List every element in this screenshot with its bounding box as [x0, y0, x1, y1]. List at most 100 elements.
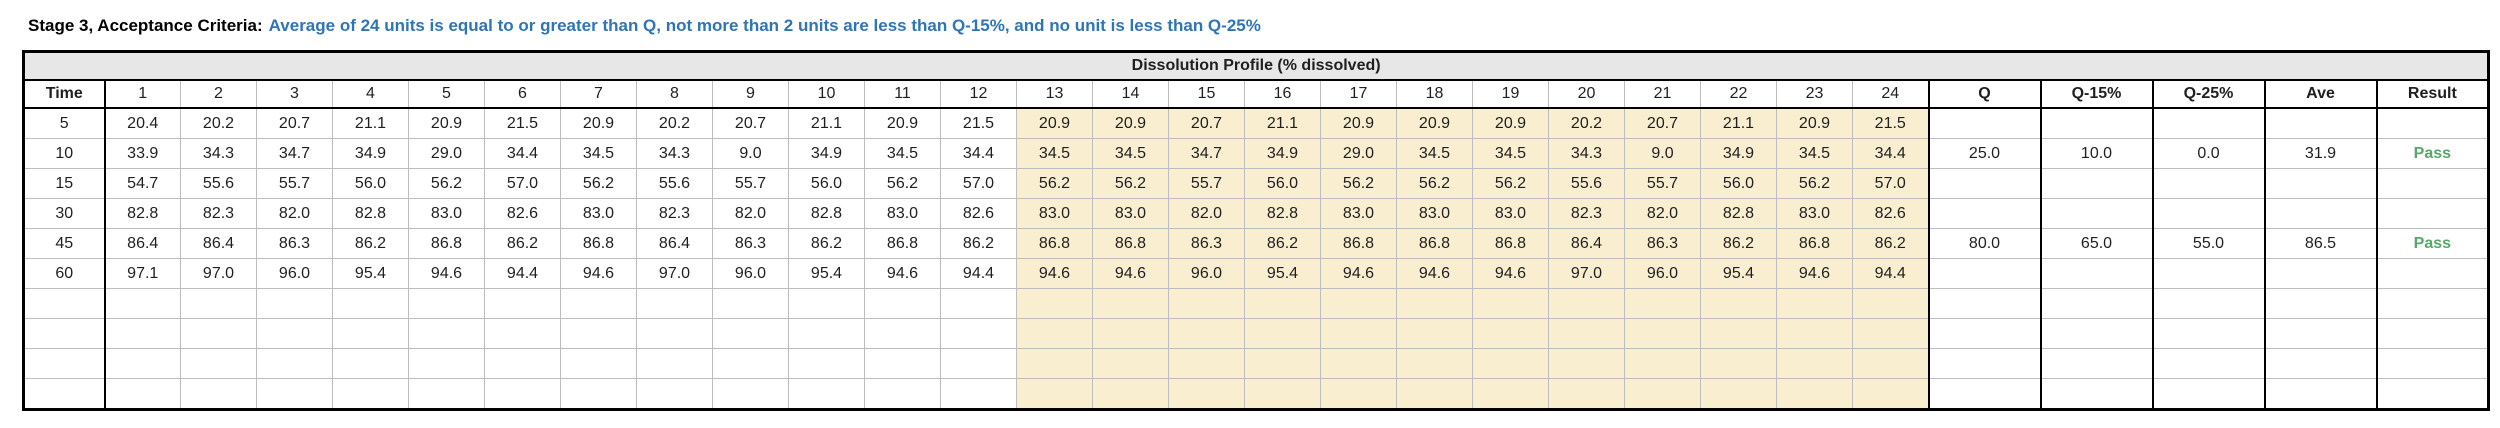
- unit-value-cell[interactable]: 86.2: [484, 228, 561, 259]
- unit-value-cell[interactable]: 20.9: [1776, 107, 1853, 139]
- unit-column-header-5[interactable]: 5: [408, 79, 485, 109]
- summary-value-cell-2[interactable]: 65.0: [2039, 228, 2153, 259]
- result-cell[interactable]: [2375, 168, 2490, 199]
- unit-column-header-17[interactable]: 17: [1320, 79, 1397, 109]
- summary-value-cell-3[interactable]: [2151, 198, 2265, 229]
- unit-value-cell[interactable]: 82.6: [940, 198, 1017, 229]
- unit-value-cell[interactable]: [408, 318, 485, 349]
- unit-value-cell[interactable]: 94.4: [940, 258, 1017, 289]
- unit-value-cell[interactable]: [636, 288, 713, 319]
- summary-value-cell-2[interactable]: [2039, 378, 2153, 410]
- unit-value-cell[interactable]: 21.1: [1700, 107, 1777, 139]
- unit-value-cell[interactable]: 20.2: [636, 107, 713, 139]
- unit-value-cell[interactable]: [788, 378, 865, 410]
- unit-value-cell[interactable]: 20.2: [180, 107, 257, 139]
- unit-value-cell[interactable]: 20.9: [560, 107, 637, 139]
- summary-value-cell-1[interactable]: [1927, 168, 2041, 199]
- unit-value-cell[interactable]: 97.0: [180, 258, 257, 289]
- unit-value-cell[interactable]: 34.9: [788, 138, 865, 169]
- unit-value-cell[interactable]: 34.5: [560, 138, 637, 169]
- time-cell[interactable]: [23, 288, 106, 319]
- summary-value-cell-3[interactable]: [2151, 258, 2265, 289]
- unit-value-cell[interactable]: 82.3: [180, 198, 257, 229]
- unit-value-cell[interactable]: 97.1: [104, 258, 181, 289]
- unit-value-cell[interactable]: 34.3: [1548, 138, 1625, 169]
- unit-value-cell[interactable]: [1396, 288, 1473, 319]
- unit-value-cell[interactable]: 86.2: [1700, 228, 1777, 259]
- unit-column-header-19[interactable]: 19: [1472, 79, 1549, 109]
- unit-value-cell[interactable]: 9.0: [712, 138, 789, 169]
- unit-value-cell[interactable]: 56.0: [1700, 168, 1777, 199]
- unit-value-cell[interactable]: 94.6: [1776, 258, 1853, 289]
- unit-value-cell[interactable]: [940, 348, 1017, 379]
- summary-value-cell-2[interactable]: [2039, 168, 2153, 199]
- unit-value-cell[interactable]: 94.6: [864, 258, 941, 289]
- unit-value-cell[interactable]: 56.2: [864, 168, 941, 199]
- unit-value-cell[interactable]: 56.2: [1472, 168, 1549, 199]
- unit-value-cell[interactable]: [408, 378, 485, 410]
- summary-value-cell-1[interactable]: [1927, 258, 2041, 289]
- unit-value-cell[interactable]: 34.7: [256, 138, 333, 169]
- unit-column-header-13[interactable]: 13: [1016, 79, 1093, 109]
- unit-value-cell[interactable]: 86.3: [1168, 228, 1245, 259]
- unit-value-cell[interactable]: 57.0: [940, 168, 1017, 199]
- time-cell[interactable]: 45: [23, 228, 106, 259]
- unit-value-cell[interactable]: 94.6: [408, 258, 485, 289]
- unit-value-cell[interactable]: [1776, 378, 1853, 410]
- unit-value-cell[interactable]: [1168, 378, 1245, 410]
- summary-value-cell-1[interactable]: [1927, 348, 2041, 379]
- summary-value-cell-3[interactable]: [2151, 107, 2265, 139]
- unit-value-cell[interactable]: 20.9: [1092, 107, 1169, 139]
- unit-value-cell[interactable]: 55.7: [1624, 168, 1701, 199]
- unit-value-cell[interactable]: [1472, 318, 1549, 349]
- unit-value-cell[interactable]: [712, 288, 789, 319]
- time-cell[interactable]: 10: [23, 138, 106, 169]
- unit-value-cell[interactable]: 86.8: [1396, 228, 1473, 259]
- dissolution-profile-header-cell[interactable]: Dissolution Profile (% dissolved): [22, 51, 2490, 81]
- unit-value-cell[interactable]: 86.8: [560, 228, 637, 259]
- unit-value-cell[interactable]: 86.3: [1624, 228, 1701, 259]
- unit-column-header-20[interactable]: 20: [1548, 79, 1625, 109]
- unit-value-cell[interactable]: 86.2: [1244, 228, 1321, 259]
- unit-value-cell[interactable]: 86.3: [712, 228, 789, 259]
- summary-value-cell-4[interactable]: [2263, 318, 2377, 349]
- unit-value-cell[interactable]: [788, 348, 865, 379]
- unit-value-cell[interactable]: 34.9: [1700, 138, 1777, 169]
- unit-value-cell[interactable]: [1852, 288, 1929, 319]
- unit-value-cell[interactable]: 20.9: [1396, 107, 1473, 139]
- unit-column-header-22[interactable]: 22: [1700, 79, 1777, 109]
- unit-value-cell[interactable]: 55.6: [636, 168, 713, 199]
- unit-value-cell[interactable]: 34.9: [1244, 138, 1321, 169]
- unit-value-cell[interactable]: 34.5: [1016, 138, 1093, 169]
- summary-column-header-1[interactable]: Q: [1927, 79, 2041, 109]
- time-cell[interactable]: [23, 318, 106, 349]
- unit-value-cell[interactable]: [1852, 378, 1929, 410]
- result-cell[interactable]: Pass: [2375, 228, 2490, 259]
- unit-value-cell[interactable]: 82.8: [332, 198, 409, 229]
- unit-value-cell[interactable]: 94.6: [1396, 258, 1473, 289]
- unit-value-cell[interactable]: 96.0: [1168, 258, 1245, 289]
- unit-value-cell[interactable]: [788, 318, 865, 349]
- summary-value-cell-3[interactable]: [2151, 378, 2265, 410]
- unit-value-cell[interactable]: [1700, 318, 1777, 349]
- unit-value-cell[interactable]: [1548, 318, 1625, 349]
- unit-value-cell[interactable]: 86.4: [636, 228, 713, 259]
- unit-value-cell[interactable]: [256, 378, 333, 410]
- unit-value-cell[interactable]: [1092, 378, 1169, 410]
- unit-value-cell[interactable]: [636, 378, 713, 410]
- unit-value-cell[interactable]: 94.6: [1092, 258, 1169, 289]
- unit-value-cell[interactable]: 55.7: [712, 168, 789, 199]
- summary-value-cell-4[interactable]: [2263, 288, 2377, 319]
- unit-value-cell[interactable]: 94.6: [1016, 258, 1093, 289]
- unit-value-cell[interactable]: 56.2: [1016, 168, 1093, 199]
- unit-value-cell[interactable]: 82.0: [1624, 198, 1701, 229]
- unit-value-cell[interactable]: 33.9: [104, 138, 181, 169]
- unit-value-cell[interactable]: 83.0: [1472, 198, 1549, 229]
- unit-value-cell[interactable]: [1244, 378, 1321, 410]
- unit-value-cell[interactable]: [560, 318, 637, 349]
- unit-value-cell[interactable]: [1700, 348, 1777, 379]
- unit-value-cell[interactable]: 95.4: [1700, 258, 1777, 289]
- unit-value-cell[interactable]: [256, 348, 333, 379]
- unit-value-cell[interactable]: [560, 348, 637, 379]
- unit-value-cell[interactable]: 82.8: [1700, 198, 1777, 229]
